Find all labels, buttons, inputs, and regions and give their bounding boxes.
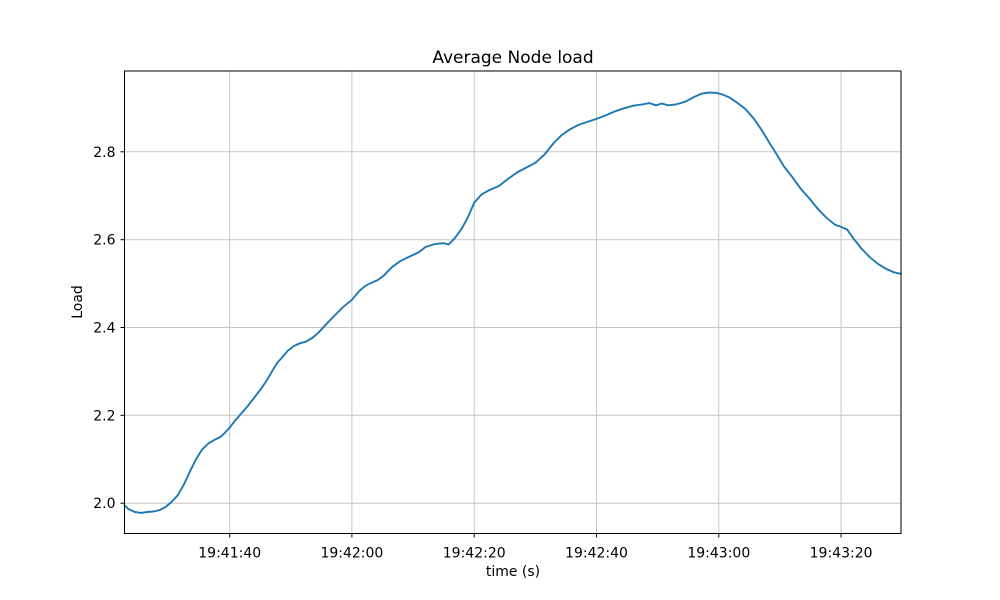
x-tick-label-2: 19:42:20 [443, 546, 506, 562]
y-tick-label-1: 2.2 [93, 408, 115, 424]
x-tick-label-0: 19:41:40 [198, 546, 261, 562]
chart-title: Average Node load [432, 48, 593, 68]
load-line [123, 91, 902, 514]
x-tick-label-5: 19:43:20 [810, 546, 873, 562]
y-tick-label-4: 2.8 [93, 145, 115, 161]
y-tick-label-2: 2.4 [93, 321, 115, 337]
x-tick-label-3: 19:42:40 [565, 546, 628, 562]
x-axis-label: time (s) [486, 564, 540, 580]
plot-border [124, 70, 902, 534]
y-tick-label-0: 2.0 [93, 496, 115, 512]
plot-area: 19:41:40 19:42:00 19:42:20 19:42:40 19:43:00… [93, 70, 902, 562]
y-tick-label-3: 2.6 [93, 233, 115, 249]
y-axis-label: Load [70, 285, 86, 319]
x-tick-label-4: 19:43:00 [687, 546, 750, 562]
x-tick-label-1: 19:42:00 [320, 546, 383, 562]
